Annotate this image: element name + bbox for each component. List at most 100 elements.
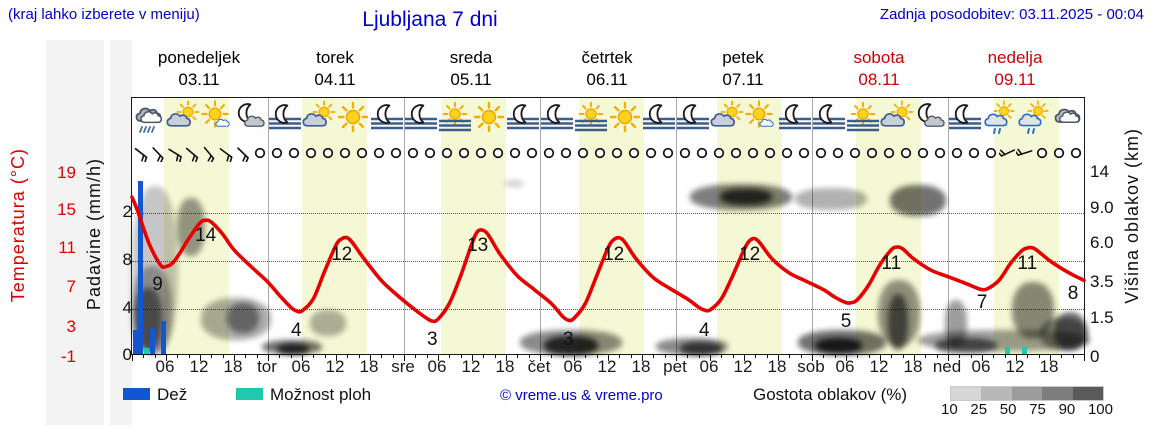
time-axis-label: 12 xyxy=(733,357,753,376)
wind-calm-icon xyxy=(727,144,745,162)
precip-gridline xyxy=(132,261,1084,262)
cloud-height-axis-tick: 6.0 xyxy=(1090,233,1114,252)
time-tick xyxy=(698,354,700,358)
wind-calm-icon xyxy=(336,144,354,162)
time-tick xyxy=(574,354,575,361)
weather-icon-sun xyxy=(472,100,506,138)
density-tick-label: 100 xyxy=(1087,401,1113,418)
time-tick xyxy=(823,354,825,358)
time-tick xyxy=(970,354,972,358)
cloud-height-axis-tick: 0 xyxy=(1090,347,1100,366)
day-date: 03.11 xyxy=(178,70,220,89)
density-tick-label: 90 xyxy=(1058,401,1076,418)
time-axis-label: 18 xyxy=(631,357,651,376)
wind-calm-icon xyxy=(880,144,898,162)
wind-calm-icon xyxy=(846,144,864,162)
temperature-value-label: 14 xyxy=(195,225,217,247)
axis-backdrop-strip-right xyxy=(110,40,132,425)
time-tick xyxy=(449,354,451,358)
time-tick xyxy=(166,354,167,361)
density-tick-label: 10 xyxy=(941,401,958,418)
time-tick xyxy=(766,354,768,358)
cloud-density-blob xyxy=(680,342,722,355)
day-name: torek xyxy=(316,48,354,67)
wind-calm-icon xyxy=(574,144,592,162)
temperature-value-label: 13 xyxy=(467,234,489,256)
wind-calm-icon xyxy=(795,144,813,162)
time-axis-label: 18 xyxy=(1039,357,1059,376)
copyright-link[interactable]: © vreme.us & vreme.pro xyxy=(500,387,663,404)
time-tick xyxy=(290,354,292,358)
day-gridline xyxy=(268,98,269,354)
day-name: nedelja xyxy=(987,48,1043,67)
cloud-density-blob xyxy=(201,298,271,340)
wind-calm-icon xyxy=(251,144,269,162)
density-tick-label: 75 xyxy=(1029,401,1046,418)
day-gridline xyxy=(948,98,949,354)
time-tick xyxy=(948,354,949,361)
time-axis-label: 06 xyxy=(971,357,991,376)
temperature-value-label: 4 xyxy=(291,319,302,341)
weather-icon-moon-fog xyxy=(404,100,438,138)
time-tick xyxy=(472,354,473,361)
time-tick xyxy=(936,354,938,358)
time-tick xyxy=(642,354,643,361)
time-axis-label: 18 xyxy=(495,357,515,376)
temperature-axis-tick: 3 xyxy=(66,317,76,336)
wind-barb-icon xyxy=(200,144,218,165)
weather-icon-sun-cloud-shower xyxy=(982,100,1016,138)
daylight-band xyxy=(578,98,645,354)
cloud-density-blob xyxy=(504,180,524,187)
day-date: 04.11 xyxy=(314,70,356,89)
time-axis-label: 06 xyxy=(835,357,855,376)
wind-calm-icon xyxy=(1050,144,1068,162)
time-tick xyxy=(596,354,598,358)
wind-barb-icon xyxy=(149,144,167,165)
weather-icon-moon-cloud xyxy=(234,100,268,138)
cloud-density-blob xyxy=(815,338,862,353)
cloud-density-blob xyxy=(935,338,997,353)
wind-barb-icon xyxy=(1013,144,1034,162)
time-tick xyxy=(234,354,235,361)
time-tick xyxy=(132,354,133,361)
time-tick xyxy=(415,354,417,358)
temperature-axis-tick: -1 xyxy=(60,347,76,366)
wind-calm-icon xyxy=(302,144,320,162)
weather-icon-moon-cloud xyxy=(914,100,948,138)
day-date: 05.11 xyxy=(450,70,492,89)
time-tick xyxy=(993,354,995,358)
time-axis-label: 18 xyxy=(359,357,379,376)
wind-calm-icon xyxy=(319,144,337,162)
wind-calm-icon xyxy=(625,144,643,162)
time-tick xyxy=(324,354,326,358)
precip-gridline xyxy=(132,213,1084,214)
temperature-value-label: 12 xyxy=(603,243,625,265)
time-tick xyxy=(200,354,201,361)
time-tick xyxy=(721,354,723,358)
time-tick xyxy=(313,354,315,358)
rain-legend-swatch xyxy=(123,388,150,400)
weather-icon-clouds xyxy=(1050,100,1084,138)
time-tick xyxy=(925,354,927,358)
wind-calm-icon xyxy=(353,144,371,162)
cloud-density-blob xyxy=(544,336,598,355)
axis-backdrop-strip-left xyxy=(46,40,104,425)
density-gradient-segment xyxy=(981,387,1012,400)
time-tick xyxy=(676,354,677,361)
wind-calm-icon xyxy=(387,144,405,162)
density-gradient-segment xyxy=(1072,387,1104,400)
temperature-axis-tick: 11 xyxy=(58,238,76,257)
daylight-band xyxy=(717,98,783,354)
day-name: četrtek xyxy=(581,48,633,67)
shower-bar xyxy=(1005,346,1011,354)
shower-bar xyxy=(143,348,149,355)
wind-calm-icon xyxy=(370,144,388,162)
cloud-height-axis-tick: 9.0 xyxy=(1090,198,1114,217)
cloud-density-blob xyxy=(177,198,205,256)
precipitation-axis-tick: 4 xyxy=(122,298,132,317)
time-axis-label: sob xyxy=(797,357,825,376)
wind-calm-icon xyxy=(285,144,303,162)
temperature-axis-title: Temperatura (°C) xyxy=(8,148,28,303)
wind-calm-icon xyxy=(642,144,660,162)
time-tick xyxy=(653,354,655,358)
